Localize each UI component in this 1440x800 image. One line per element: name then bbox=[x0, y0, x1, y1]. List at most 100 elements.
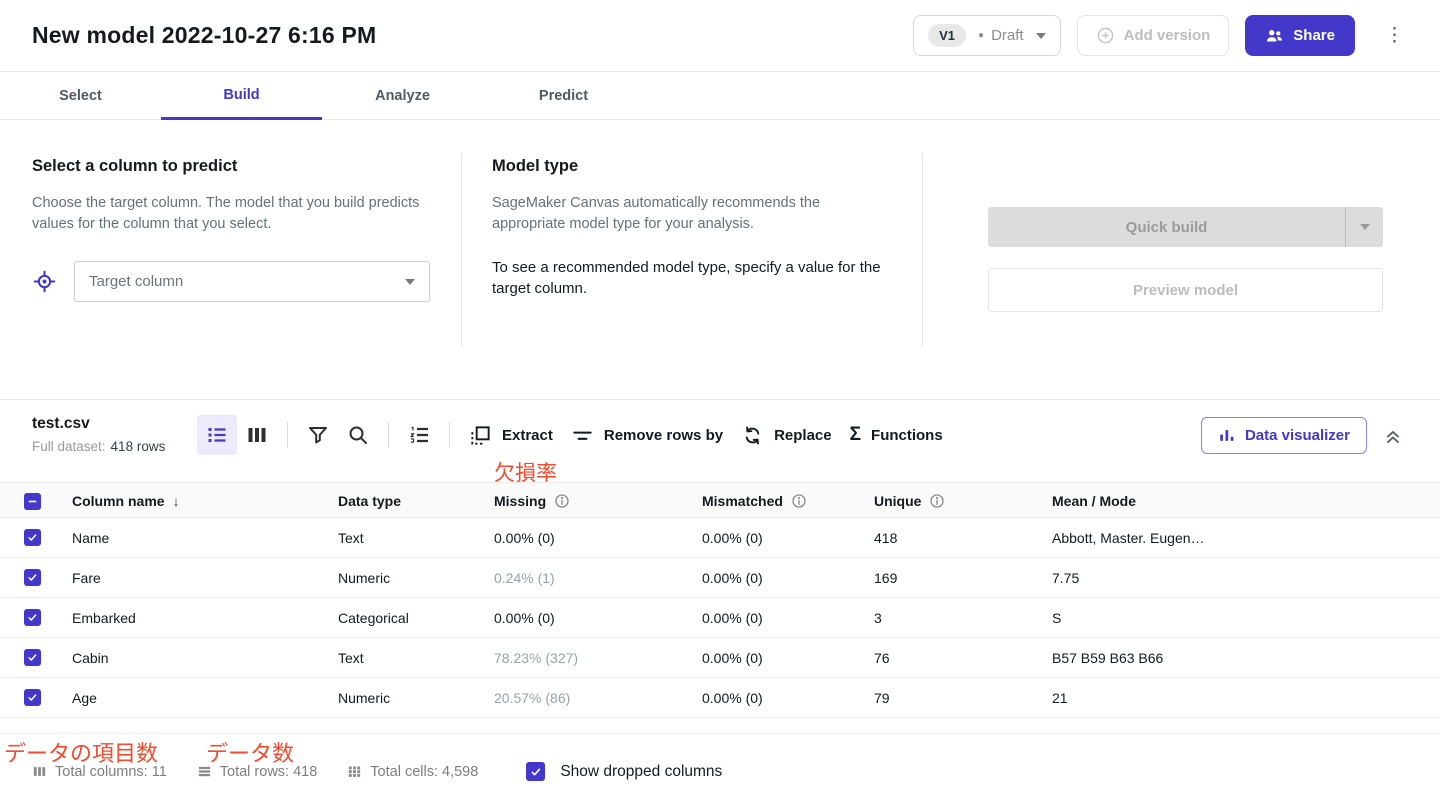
cell-mismatched: 0.00% (0) bbox=[702, 529, 763, 546]
row-checkbox[interactable] bbox=[24, 689, 41, 706]
remove-rows-icon bbox=[571, 424, 594, 447]
cell-unique: 76 bbox=[874, 649, 890, 666]
cell-data-type: Categorical bbox=[338, 609, 409, 626]
target-column-placeholder: Target column bbox=[89, 273, 184, 290]
version-status: ● Draft bbox=[978, 27, 1024, 44]
cell-column-name: Age bbox=[72, 689, 97, 706]
version-select[interactable]: V1 ● Draft bbox=[913, 15, 1061, 56]
overflow-menu-button[interactable]: ⋮ bbox=[1377, 26, 1412, 45]
cell-unique: 3 bbox=[874, 609, 882, 626]
add-version-label: Add version bbox=[1123, 27, 1211, 44]
cell-column-name: Cabin bbox=[72, 649, 109, 666]
column-header-mean-mode[interactable]: Mean / Mode bbox=[1052, 493, 1137, 509]
data-visualizer-label: Data visualizer bbox=[1244, 427, 1350, 444]
row-checkbox[interactable] bbox=[24, 609, 41, 626]
column-header-name[interactable]: Column name ↓ bbox=[72, 493, 180, 509]
cell-data-type: Text bbox=[338, 529, 364, 546]
double-chevron-up-icon bbox=[1383, 426, 1403, 446]
table-footer: Total columns: 11 Total rows: 418 Total … bbox=[0, 733, 1440, 800]
predict-section-title: Select a column to predict bbox=[32, 157, 238, 175]
tab-analyze[interactable]: Analyze bbox=[375, 88, 430, 104]
column-view-icon bbox=[245, 423, 269, 447]
info-icon[interactable] bbox=[929, 493, 945, 509]
select-all-checkbox[interactable] bbox=[24, 492, 41, 510]
extract-button[interactable]: Extract bbox=[469, 424, 553, 447]
chevron-down-icon bbox=[1359, 224, 1370, 230]
search-icon bbox=[346, 423, 370, 447]
column-header-data-type[interactable]: Data type bbox=[338, 493, 402, 509]
table-row: Age Numeric 20.57% (86) 0.00% (0) 79 21 bbox=[0, 678, 1440, 718]
check-icon bbox=[28, 534, 37, 541]
replace-label: Replace bbox=[774, 426, 832, 444]
show-dropped-columns-toggle[interactable]: Show dropped columns bbox=[526, 762, 722, 781]
collapse-panel-button[interactable] bbox=[1383, 426, 1403, 446]
dataset-subtitle-label: Full dataset: bbox=[32, 439, 106, 454]
model-type-description: SageMaker Canvas automatically recommend… bbox=[492, 195, 821, 232]
predict-section-description: Choose the target column. The model that… bbox=[32, 195, 420, 232]
remove-rows-label: Remove rows by bbox=[603, 426, 724, 444]
list-view-icon bbox=[205, 423, 229, 447]
target-column-select[interactable]: Target column bbox=[74, 261, 430, 302]
cell-mean-mode: 21 bbox=[1052, 689, 1068, 706]
cell-mean-mode: Abbott, Master. Eugen… bbox=[1052, 529, 1205, 546]
filter-icon bbox=[306, 423, 330, 447]
info-icon[interactable] bbox=[554, 493, 570, 509]
section-divider bbox=[461, 153, 462, 346]
toolbar-divider bbox=[287, 422, 288, 448]
status-dot-icon: ● bbox=[978, 30, 985, 41]
cell-missing: 0.00% (0) bbox=[494, 529, 555, 546]
sort-descending-icon: ↓ bbox=[172, 493, 180, 509]
remove-rows-button[interactable]: Remove rows by bbox=[571, 424, 723, 447]
add-version-button[interactable]: Add version bbox=[1076, 15, 1230, 56]
cell-unique: 418 bbox=[874, 529, 898, 546]
kebab-icon: ⋮ bbox=[1385, 25, 1404, 46]
tab-select[interactable]: Select bbox=[59, 88, 102, 104]
cell-column-name: Embarked bbox=[72, 609, 136, 626]
numbered-list-button[interactable] bbox=[399, 415, 439, 455]
quick-build-caret[interactable] bbox=[1345, 207, 1383, 247]
column-header-missing[interactable]: Missing bbox=[494, 493, 702, 509]
header-actions: V1 ● Draft Add version Share bbox=[913, 15, 1412, 56]
column-header-unique[interactable]: Unique bbox=[874, 493, 1052, 509]
model-type-section: Model type SageMaker Canvas automaticall… bbox=[492, 157, 882, 299]
check-icon bbox=[531, 767, 541, 776]
row-checkbox[interactable] bbox=[24, 529, 41, 546]
share-label: Share bbox=[1293, 27, 1335, 44]
dataset-meta: test.csv Full dataset: 418 rows bbox=[32, 415, 165, 454]
show-dropped-checkbox[interactable] bbox=[526, 762, 546, 781]
dataset-row-count: 418 rows bbox=[110, 439, 166, 454]
row-checkbox[interactable] bbox=[24, 649, 41, 666]
model-type-title: Model type bbox=[492, 157, 579, 175]
build-actions: Quick build Preview model bbox=[988, 207, 1383, 312]
data-visualizer-button[interactable]: Data visualizer bbox=[1200, 417, 1367, 454]
total-columns-stat: Total columns: 11 bbox=[32, 764, 167, 780]
tab-build[interactable]: Build bbox=[161, 72, 322, 120]
functions-button[interactable]: Σ Functions bbox=[850, 424, 943, 446]
table-header: Column name ↓ Data type Missing Mismatch… bbox=[0, 482, 1440, 518]
table-row: Embarked Categorical 0.00% (0) 0.00% (0)… bbox=[0, 598, 1440, 638]
cell-data-type: Numeric bbox=[338, 689, 391, 706]
section-divider bbox=[922, 153, 923, 346]
replace-button[interactable]: Replace bbox=[741, 424, 832, 447]
preview-model-button[interactable]: Preview model bbox=[988, 268, 1383, 312]
search-button[interactable] bbox=[338, 415, 378, 455]
quick-build-button[interactable]: Quick build bbox=[988, 207, 1383, 247]
tab-predict[interactable]: Predict bbox=[538, 88, 589, 104]
filter-button[interactable] bbox=[298, 415, 338, 455]
cell-unique: 169 bbox=[874, 569, 898, 586]
column-view-button[interactable] bbox=[237, 415, 277, 455]
dataset-subtitle: Full dataset: 418 rows bbox=[32, 439, 165, 454]
workflow-tabs: Select Build Analyze Predict bbox=[0, 72, 1440, 120]
share-button[interactable]: Share bbox=[1245, 15, 1355, 56]
toolbar-icons: Extract Remove rows by Replace Σ Functio… bbox=[197, 400, 952, 470]
cell-column-name: Fare bbox=[72, 569, 101, 586]
cell-column-name: Name bbox=[72, 529, 110, 546]
chevron-down-icon bbox=[1035, 32, 1046, 39]
row-checkbox[interactable] bbox=[24, 569, 41, 586]
list-view-button[interactable] bbox=[197, 415, 237, 455]
cell-missing: 78.23% (327) bbox=[494, 649, 579, 666]
cell-missing: 0.00% (0) bbox=[494, 609, 555, 626]
column-header-mismatched[interactable]: Mismatched bbox=[702, 493, 874, 509]
info-icon[interactable] bbox=[791, 493, 807, 509]
